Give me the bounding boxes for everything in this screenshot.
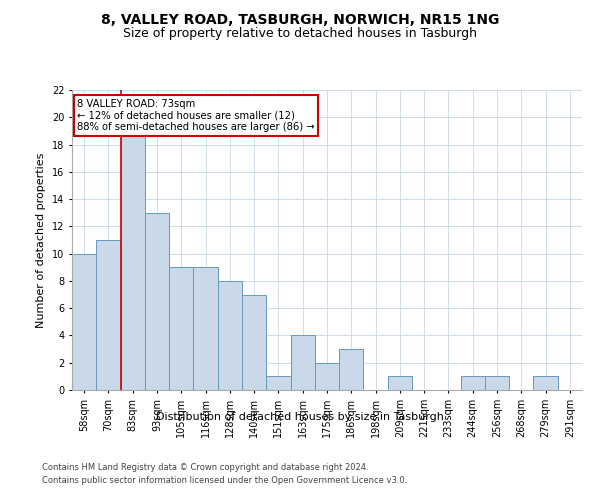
Bar	[121, 131, 145, 390]
Bar	[169, 268, 193, 390]
Text: Distribution of detached houses by size in Tasburgh: Distribution of detached houses by size …	[156, 412, 444, 422]
Bar	[388, 376, 412, 390]
Bar	[145, 212, 169, 390]
Text: Contains HM Land Registry data © Crown copyright and database right 2024.: Contains HM Land Registry data © Crown c…	[42, 464, 368, 472]
Bar	[485, 376, 509, 390]
Bar	[533, 376, 558, 390]
Bar	[315, 362, 339, 390]
Text: Size of property relative to detached houses in Tasburgh: Size of property relative to detached ho…	[123, 28, 477, 40]
Bar	[72, 254, 96, 390]
Text: 8, VALLEY ROAD, TASBURGH, NORWICH, NR15 1NG: 8, VALLEY ROAD, TASBURGH, NORWICH, NR15 …	[101, 12, 499, 26]
Bar	[96, 240, 121, 390]
Bar	[461, 376, 485, 390]
Y-axis label: Number of detached properties: Number of detached properties	[37, 152, 46, 328]
Bar	[242, 294, 266, 390]
Bar	[290, 336, 315, 390]
Bar	[193, 268, 218, 390]
Bar	[266, 376, 290, 390]
Bar	[339, 349, 364, 390]
Text: 8 VALLEY ROAD: 73sqm
← 12% of detached houses are smaller (12)
88% of semi-detac: 8 VALLEY ROAD: 73sqm ← 12% of detached h…	[77, 99, 315, 132]
Text: Contains public sector information licensed under the Open Government Licence v3: Contains public sector information licen…	[42, 476, 407, 485]
Bar	[218, 281, 242, 390]
